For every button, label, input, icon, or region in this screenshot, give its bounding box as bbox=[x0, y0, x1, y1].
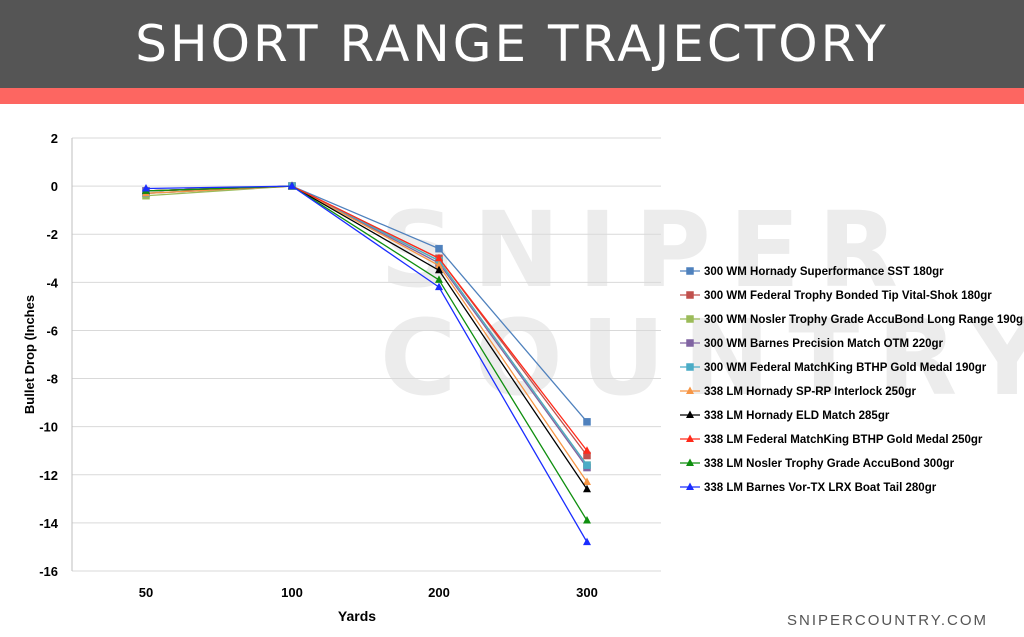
x-tick-label: 100 bbox=[281, 585, 303, 600]
chart-area: SNIPER COUNTRY 2 0 -2 -4 -6 -8 -10 -12 -14 -16 50 1… bbox=[0, 104, 1024, 637]
data-point bbox=[435, 260, 443, 269]
y-tick-label: 2 bbox=[51, 131, 58, 146]
legend-label: 338 LM Hornady ELD Match 285gr bbox=[704, 410, 890, 422]
data-point bbox=[583, 477, 591, 485]
data-point bbox=[435, 275, 443, 283]
legend-marker bbox=[686, 291, 694, 299]
legend-marker bbox=[686, 363, 694, 371]
legend-label: 338 LM Federal MatchKing BTHP Gold Medal… bbox=[704, 434, 983, 446]
y-tick-label: -14 bbox=[39, 516, 59, 531]
y-tick-label: -12 bbox=[39, 468, 58, 483]
y-tick-label: -16 bbox=[39, 564, 58, 579]
legend-marker bbox=[686, 339, 694, 347]
y-tick-label: -10 bbox=[39, 420, 58, 435]
legend-label: 338 LM Nosler Trophy Grade AccuBond 300g… bbox=[704, 458, 955, 470]
watermark-line-1: SNIPER bbox=[380, 189, 916, 311]
y-tick-label: 0 bbox=[51, 179, 58, 194]
series-line-6 bbox=[145, 185, 588, 483]
y-tick-label: -6 bbox=[46, 323, 58, 338]
x-axis-label: Yards bbox=[338, 608, 376, 624]
x-tick-label: 200 bbox=[428, 585, 450, 600]
x-tick-label: 50 bbox=[139, 585, 153, 600]
trajectory-chart: 2 0 -2 -4 -6 -8 -10 -12 -14 -16 50 100 200 300 Yards Bu… bbox=[22, 131, 1024, 624]
series-line-10 bbox=[145, 185, 588, 543]
legend-marker bbox=[686, 267, 694, 275]
legend-marker bbox=[686, 315, 694, 323]
legend-label: 300 WM Nosler Trophy Grade AccuBond Long… bbox=[704, 314, 1024, 326]
legend-label: 300 WM Hornady Superformance SST 180gr bbox=[704, 266, 944, 278]
data-point bbox=[435, 265, 443, 274]
series-line-7 bbox=[145, 185, 588, 490]
data-point bbox=[583, 515, 591, 524]
legend-label: 338 LM Hornady SP-RP Interlock 250gr bbox=[704, 386, 916, 398]
legend-label: 300 WM Federal Trophy Bonded Tip Vital-S… bbox=[704, 290, 992, 302]
data-point bbox=[288, 181, 296, 190]
data-point bbox=[583, 484, 591, 493]
site-footer[interactable]: SNIPERCOUNTRY.COM bbox=[787, 612, 988, 629]
data-point bbox=[142, 184, 150, 192]
data-point bbox=[583, 537, 591, 546]
data-point bbox=[435, 244, 443, 253]
x-tick-label: 300 bbox=[576, 585, 598, 600]
legend-label: 300 WM Barnes Precision Match OTM 220gr bbox=[704, 338, 944, 350]
y-tick-label: -2 bbox=[46, 227, 58, 242]
y-axis-label: Bullet Drop (Inches bbox=[22, 295, 37, 414]
data-point bbox=[583, 461, 591, 469]
page-title: SHORT RANGE TRAJECTORY bbox=[135, 15, 889, 73]
series-line-5 bbox=[145, 185, 588, 466]
legend-label: 300 WM Federal MatchKing BTHP Gold Medal… bbox=[704, 362, 987, 374]
legend-marker bbox=[686, 434, 694, 442]
header-bar: SHORT RANGE TRAJECTORY bbox=[0, 0, 1024, 88]
y-tick-label: -4 bbox=[46, 275, 58, 290]
legend-marker bbox=[686, 386, 694, 394]
data-point bbox=[583, 446, 591, 454]
data-point bbox=[583, 418, 591, 426]
accent-band bbox=[0, 88, 1024, 104]
data-point bbox=[435, 253, 443, 262]
y-tick-label: -8 bbox=[46, 372, 58, 387]
legend-marker bbox=[686, 482, 694, 490]
series-line-3 bbox=[145, 185, 588, 466]
series-line-1 bbox=[145, 185, 588, 423]
data-point bbox=[435, 282, 443, 291]
legend-marker bbox=[686, 458, 694, 466]
legend-label: 338 LM Barnes Vor-TX LRX Boat Tail 280gr bbox=[704, 482, 937, 494]
series-line-9 bbox=[145, 185, 588, 521]
legend-marker bbox=[686, 410, 694, 418]
